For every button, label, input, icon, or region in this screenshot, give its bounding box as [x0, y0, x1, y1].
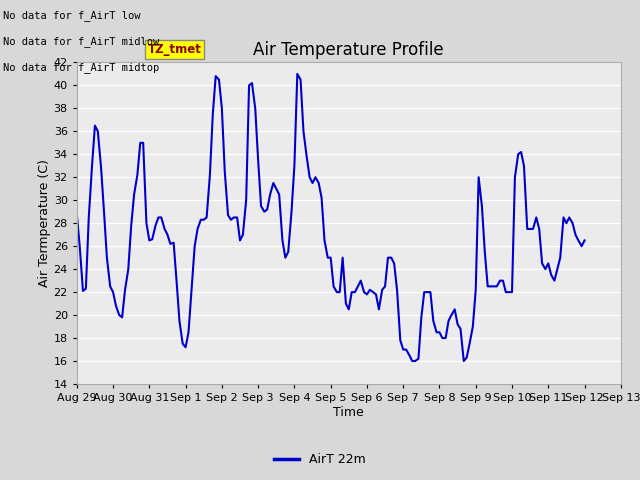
- X-axis label: Time: Time: [333, 406, 364, 419]
- Title: Air Temperature Profile: Air Temperature Profile: [253, 41, 444, 60]
- Legend: AirT 22m: AirT 22m: [269, 448, 371, 471]
- Text: TZ_tmet: TZ_tmet: [147, 43, 202, 56]
- Text: No data for f_AirT midtop: No data for f_AirT midtop: [3, 62, 159, 73]
- Y-axis label: Air Termperature (C): Air Termperature (C): [38, 159, 51, 287]
- Text: No data for f_AirT low: No data for f_AirT low: [3, 10, 141, 21]
- Text: No data for f_AirT midlow: No data for f_AirT midlow: [3, 36, 159, 47]
